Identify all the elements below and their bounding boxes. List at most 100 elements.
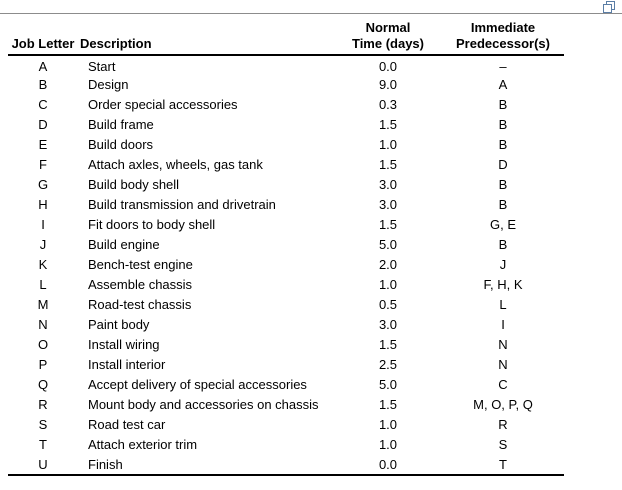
job-letter-cell: L [39,277,47,293]
job-schedule-table: Job Letter Description Normal Time (days… [8,18,564,477]
table-row: J Build engine 5.0 B [8,235,564,255]
job-letter-cell: Q [37,377,49,393]
header-job-letter: Job Letter [8,18,78,57]
table-row: M Road-test chassis 0.5 L [8,295,564,315]
job-letter-cell: B [38,77,48,93]
description-cell: Assemble chassis [88,277,193,293]
normal-time-cell: 2.0 [378,257,398,273]
table-header: Job Letter Description Normal Time (days… [8,18,564,57]
table-row: D Build frame 1.5 B [8,115,564,135]
table-row: P Install interior 2.5 N [8,355,564,375]
header-immediate-predecessors-line2: Predecessor(s) [456,35,550,51]
job-letter-cell: R [38,397,48,413]
normal-time-cell: 0.5 [378,297,398,313]
predecessor-cell: B [498,237,508,253]
table-row: K Bench-test engine 2.0 J [8,255,564,275]
normal-time-cell: 1.0 [378,417,398,433]
predecessor-cell: A [498,77,508,93]
predecessor-cell: J [499,257,507,273]
description-cell: Mount body and accessories on chassis [88,397,319,413]
description-cell: Finish [78,455,334,477]
table-row: B Design 9.0 A [8,75,564,95]
normal-time-cell: 1.5 [378,157,398,173]
job-letter-cell: F [39,157,47,173]
normal-time-cell: 0.3 [378,97,398,113]
description-cell: Bench-test engine [88,257,193,273]
job-letter-cell: H [38,197,48,213]
predecessor-cell: G, E [489,217,516,233]
table-body: A Start 0.0 – B Design 9.0 A C Order spe… [8,55,564,477]
predecessor-cell: B [498,197,508,213]
job-letter-cell: A [38,59,48,75]
header-job-letter-label: Job Letter [11,35,75,51]
description-cell: Road test car [88,417,166,433]
normal-time-cell: 1.0 [378,137,398,153]
job-letter-cell: D [38,117,48,133]
job-letter-cell: O [37,337,49,353]
predecessor-cell: S [498,437,508,453]
description-cell: Design [88,77,129,93]
job-letter-cell: E [38,137,48,153]
table-row: H Build transmission and drivetrain 3.0 … [8,195,564,215]
job-letter-cell: C [38,97,48,113]
table-row: T Attach exterior trim 1.0 S [8,435,564,455]
description-cell: Accept delivery of special accessories [88,377,307,393]
job-letter-cell: J [39,237,47,253]
top-rule [0,0,622,14]
table-row: C Order special accessories 0.3 B [8,95,564,115]
job-letter-cell: N [38,317,48,333]
predecessor-cell: B [498,117,508,133]
normal-time-cell: 1.5 [378,397,398,413]
header-immediate-predecessors-line1: Immediate [470,20,536,35]
table-row: F Attach axles, wheels, gas tank 1.5 D [8,155,564,175]
copy-pages-icon[interactable] [603,1,615,13]
header-row: Job Letter Description Normal Time (days… [8,18,564,57]
table-row: I Fit doors to body shell 1.5 G, E [8,215,564,235]
normal-time-cell: 1.0 [378,437,398,453]
description-cell: Build frame [88,117,154,133]
predecessor-cell: F, H, K [483,277,523,293]
description-cell: Build body shell [88,177,180,193]
job-letter-cell: U [8,455,78,477]
predecessor-cell: M, O, P, Q [473,397,533,413]
table-row: L Assemble chassis 1.0 F, H, K [8,275,564,295]
header-description: Description [78,18,334,57]
description-cell: Build transmission and drivetrain [88,197,276,213]
predecessor-cell: N [498,337,508,353]
job-letter-cell: K [38,257,48,273]
table-row: N Paint body 3.0 I [8,315,564,335]
job-letter-cell: S [38,417,48,433]
normal-time-cell: 3.0 [378,317,398,333]
header-normal-time: Normal Time (days) [334,18,442,57]
description-cell: Install wiring [88,337,160,353]
job-letter-cell: T [39,437,47,453]
job-letter-cell: I [41,217,45,233]
table-row: Q Accept delivery of special accessories… [8,375,564,395]
table-row: A Start 0.0 – [8,55,564,75]
predecessor-cell: B [498,177,508,193]
job-letter-cell: M [37,297,49,313]
job-letter-cell: P [38,357,48,373]
description-cell: Start [88,59,116,75]
normal-time-cell: 9.0 [378,77,398,93]
predecessor-cell: D [498,157,508,173]
table-row: S Road test car 1.0 R [8,415,564,435]
predecessor-cell: B [498,137,508,153]
predecessor-cell: N [498,357,508,373]
predecessor-cell: R [498,417,508,433]
description-cell: Road-test chassis [88,297,192,313]
description-cell: Attach exterior trim [88,437,198,453]
table-row: G Build body shell 3.0 B [8,175,564,195]
normal-time-cell: 1.5 [378,117,398,133]
normal-time-cell: 2.5 [378,357,398,373]
predecessor-cell: T [442,455,564,477]
normal-time-cell: 3.0 [378,177,398,193]
normal-time-cell: 1.0 [378,277,398,293]
description-cell: Fit doors to body shell [88,217,216,233]
description-cell: Attach axles, wheels, gas tank [88,157,263,173]
predecessor-cell: – [499,59,507,75]
normal-time-cell: 5.0 [378,377,398,393]
description-cell: Order special accessories [88,97,238,113]
header-immediate-predecessors: Immediate Predecessor(s) [442,18,564,57]
